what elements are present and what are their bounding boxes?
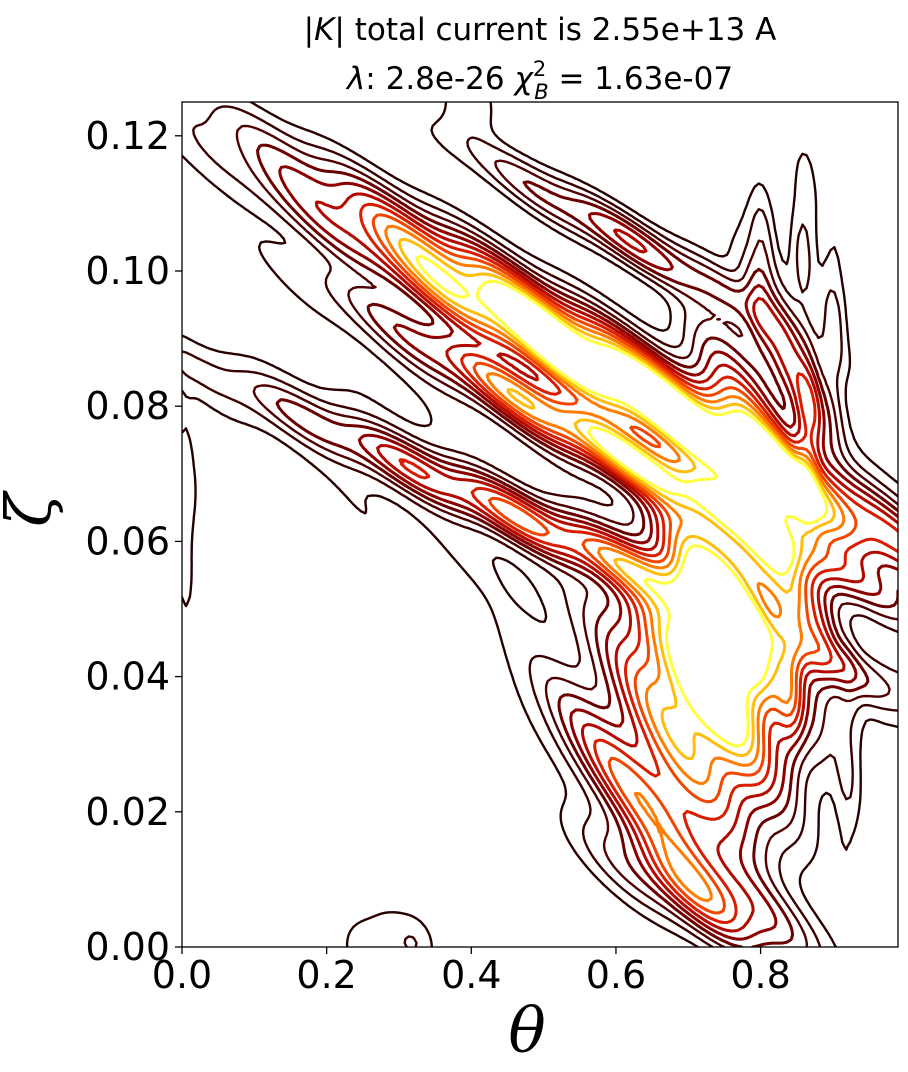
x-axis-ticks: 0.0 0.2 0.4 0.6 0.8 [152, 947, 791, 997]
contour-level-10 [415, 254, 829, 748]
contour-level-8 [384, 224, 846, 903]
y-tick-label: 0.06 [85, 519, 170, 563]
x-tick-label: 0.8 [730, 953, 790, 997]
y-tick-label: 0.10 [85, 249, 170, 293]
x-axis-label: θ [508, 994, 545, 1067]
contour-lines [182, 102, 898, 947]
contour-level-2 [235, 124, 898, 947]
contour-level-7 [371, 213, 858, 915]
contour-level-0 [182, 102, 898, 947]
contour-level-1 [182, 105, 898, 947]
x-tick-label: 0.0 [152, 953, 212, 997]
y-axis-label: ζ [0, 490, 65, 527]
y-tick-label: 0.02 [85, 790, 170, 834]
x-tick-label: 0.2 [296, 953, 356, 997]
y-tick-label: 0.12 [85, 114, 170, 158]
y-tick-label: 0.04 [85, 655, 170, 699]
y-axis-ticks: 0.00 0.02 0.04 0.06 0.08 0.10 0.12 [85, 114, 182, 969]
contour-level-5 [314, 192, 898, 933]
plot-frame [181, 101, 899, 948]
y-tick-label: 0.08 [85, 384, 170, 428]
y-tick-label: 0.00 [85, 925, 170, 969]
chart-title-line1: |K| total current is 2.55e+13 A [304, 12, 777, 48]
contour-level-4 [278, 165, 898, 941]
contour-level-6 [359, 202, 898, 924]
contour-level-9 [397, 237, 836, 761]
x-tick-label: 0.6 [586, 953, 646, 997]
chart-title-line2: λ: 2.8e-26 χ2 B = 1.63e-07 [345, 57, 733, 104]
x-tick-label: 0.4 [441, 953, 501, 997]
contour-level-3 [256, 143, 898, 947]
